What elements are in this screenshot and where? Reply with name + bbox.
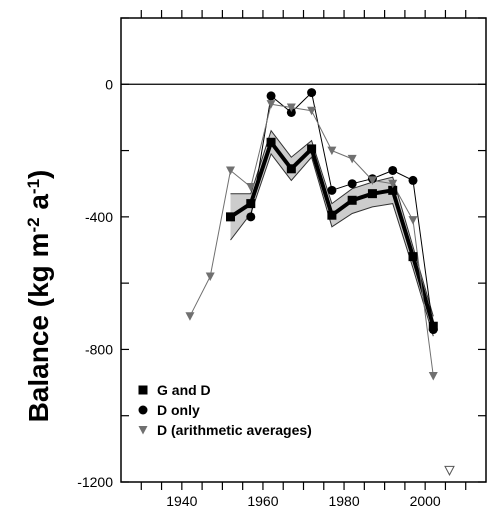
x-tick-label: 1940 xyxy=(166,493,197,509)
point-g-and-d xyxy=(307,144,317,154)
point-d-arithmetic-averages xyxy=(388,179,398,189)
legend-marker xyxy=(138,385,148,395)
legend-label: D only xyxy=(157,402,200,418)
point-d-arithmetic-averages xyxy=(205,272,215,282)
point-d-only xyxy=(266,91,276,101)
point-g-and-d xyxy=(388,185,398,195)
y-axis-title-exp1: -2 xyxy=(24,217,43,232)
point-d-only xyxy=(428,325,438,335)
legend-label: G and D xyxy=(157,382,211,398)
x-tick-label: 1980 xyxy=(328,493,359,509)
point-g-and-d xyxy=(246,199,256,209)
y-tick-label: 0 xyxy=(105,76,113,92)
x-tick-label: 2000 xyxy=(410,493,441,509)
point-d-arithmetic-averages xyxy=(266,100,276,109)
legend-label: D (arithmetic averages) xyxy=(157,422,312,438)
y-axis-title-base: Balance (kg m xyxy=(23,233,54,423)
point-d-arithmetic-averages xyxy=(185,312,195,321)
point-d-arithmetic-averages xyxy=(246,183,256,192)
legend-marker xyxy=(138,405,148,415)
y-axis-title: Balance (kg m-2 a-1) xyxy=(23,170,54,423)
point-g-and-d xyxy=(327,210,337,220)
y-axis-title-exp2: -1 xyxy=(24,179,43,194)
point-g-and-d xyxy=(286,164,296,174)
point-g-and-d xyxy=(347,195,357,205)
point-d-arithmetic-averages xyxy=(226,166,235,175)
point-d-arithmetic-averages xyxy=(408,216,418,225)
annotation-marker xyxy=(444,465,455,476)
point-d-only xyxy=(286,107,296,117)
point-d-arithmetic-averages xyxy=(367,176,377,185)
point-d-only xyxy=(408,175,418,185)
point-d-only xyxy=(347,179,357,189)
y-tick-label: -400 xyxy=(85,209,113,225)
y-tick-label: -1200 xyxy=(77,474,113,490)
point-g-and-d xyxy=(408,252,418,262)
point-d-only xyxy=(327,185,337,195)
y-axis-title-end: ) xyxy=(23,170,54,179)
point-d-only xyxy=(307,88,317,98)
point-d-arithmetic-averages xyxy=(428,371,438,381)
point-g-and-d xyxy=(266,137,276,147)
plot-layer: 1940 1960 1980 2000 0 -400 -800 -1200 xyxy=(77,10,487,509)
series-line-d-only xyxy=(250,92,434,330)
legend: G and D D only D (arithmetic averages) xyxy=(138,382,312,438)
point-d-arithmetic-averages xyxy=(307,106,317,116)
point-d-only xyxy=(246,212,256,222)
y-tick-label: -800 xyxy=(85,341,113,357)
point-d-arithmetic-averages xyxy=(286,103,296,112)
point-d-arithmetic-averages xyxy=(347,154,357,164)
point-d-only xyxy=(388,165,398,175)
y-axis-title-mid: a xyxy=(23,194,54,218)
legend-marker xyxy=(138,426,148,435)
x-tick-label: 1960 xyxy=(247,493,278,509)
band-upper-line xyxy=(230,129,434,317)
point-g-and-d xyxy=(367,189,377,199)
band-lower-line xyxy=(230,152,434,337)
point-d-arithmetic-averages xyxy=(327,146,337,156)
point-g-and-d xyxy=(226,212,235,222)
